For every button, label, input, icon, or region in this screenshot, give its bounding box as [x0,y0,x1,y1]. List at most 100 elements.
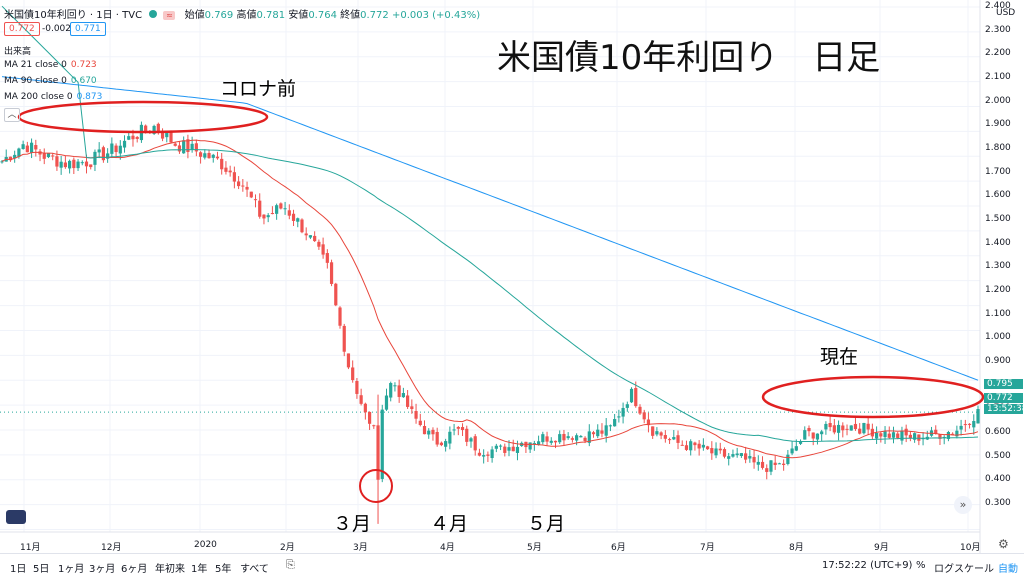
candle-body [477,452,482,456]
range-button[interactable]: 6ヶ月 [121,564,148,575]
x-tick-label: 7月 [700,543,715,553]
range-button[interactable]: 1ヶ月 [58,564,85,575]
candle-body [756,461,760,465]
clock-time[interactable]: 17:52:22 (UTC+9) [822,560,913,571]
candle-body [93,151,97,165]
y-tick-label: 2.000 [985,95,1011,106]
candle-body [355,381,359,394]
candle-body [249,191,253,198]
scroll-to-latest-icon[interactable]: » [954,496,972,514]
sell-button[interactable]: 0.772 [4,22,40,36]
candle-body [190,143,194,150]
candle-body [904,428,908,436]
candle-body [891,432,896,438]
candle-body [811,432,815,439]
tradingview-logo-icon[interactable] [6,510,26,524]
candle-body [122,140,127,148]
candle-body [934,429,938,434]
candle-body [224,167,228,172]
date-range-icon[interactable]: ⎘ [286,558,295,571]
annotation-pre-corona: コロナ前 [220,78,297,100]
candle-body [515,446,520,453]
candle-body [114,145,118,153]
range-button[interactable]: 年初来 [155,564,185,575]
candle-body [131,135,135,140]
candle-body [545,436,549,442]
y-tick-label: 1.500 [985,214,1011,225]
candle-body [152,125,156,134]
candle-body [156,123,160,133]
candle-body [169,131,173,143]
y-tick-label: 0.900 [985,356,1011,367]
x-tick-label: 5月 [527,543,542,553]
candle-body [444,441,448,447]
candle-body [160,131,165,139]
candle-body [832,425,836,433]
candle-body [536,441,541,445]
candle-body [672,437,676,440]
candle-body [135,136,139,139]
y-tick-label: 2.100 [985,72,1011,82]
range-button[interactable]: 1日 [10,564,27,575]
ma90-legend[interactable]: MA 90 close 0 0.670 [4,76,97,86]
percent-toggle[interactable]: % [916,560,926,571]
candle-body [963,424,967,426]
candle-body [346,353,351,368]
candle-body [300,219,304,233]
log-scale-toggle[interactable]: ログスケール [934,564,994,575]
candle-body [511,446,515,452]
x-tick-label: 3月 [353,543,368,553]
candle-body [29,142,34,153]
candle-body [967,423,972,425]
range-button[interactable]: 5日 [33,564,50,575]
candle-body [68,160,72,169]
y-tick-label: 1.900 [985,119,1011,130]
price-tag-current: 0.772 [984,393,1023,403]
range-button[interactable]: 3ヶ月 [89,564,116,575]
candle-body [389,383,393,398]
volume-legend[interactable]: 出来高 [4,47,32,57]
collapse-legend-icon[interactable]: ︿ [4,108,20,122]
candle-body [101,147,106,161]
symbol-title[interactable]: 米国債10年利回り · 1日 · TVC [4,10,143,21]
settings-gear-icon[interactable]: ⚙ [998,537,1009,551]
candle-body [972,421,976,428]
y-tick-label: 1.000 [985,332,1011,343]
y-tick-label: 0.300 [985,498,1011,509]
candle-body [634,388,638,407]
buy-button[interactable]: 0.771 [70,22,106,36]
candle-body [13,154,17,159]
candle-body [744,453,748,460]
candle-body [367,411,372,424]
candle-body [824,423,828,430]
ma21-legend[interactable]: MA 21 close 0 0.723 [4,60,97,70]
candle-body [874,432,879,439]
auto-scale-toggle[interactable]: 自動 [998,564,1018,575]
range-button[interactable]: 1年 [191,564,208,575]
candle-body [469,438,473,442]
candle-body [228,170,232,173]
annotation-may: ５月 [527,513,566,535]
candle-body [287,210,291,216]
candle-body [494,445,498,449]
ma200-line [1,76,979,381]
candle-body [279,203,283,209]
range-button[interactable]: すべて [240,564,269,575]
candle-body [870,428,874,437]
price-tag-countdown: 13:52:38 [984,404,1024,414]
range-button[interactable]: 5年 [215,564,232,575]
candle-body [232,172,236,182]
candle-body [418,420,422,426]
candle-body [211,154,215,158]
candle-body [17,148,21,157]
candle-body [401,393,405,398]
candle-body [794,446,798,451]
x-tick-label: 4月 [440,543,455,553]
candle-body [769,460,773,472]
ma200-legend[interactable]: MA 200 close 0 0.873 [4,92,103,102]
candle-body [697,443,701,449]
candle-body [786,454,790,465]
candle-body [313,235,317,242]
candle-body [600,430,604,434]
